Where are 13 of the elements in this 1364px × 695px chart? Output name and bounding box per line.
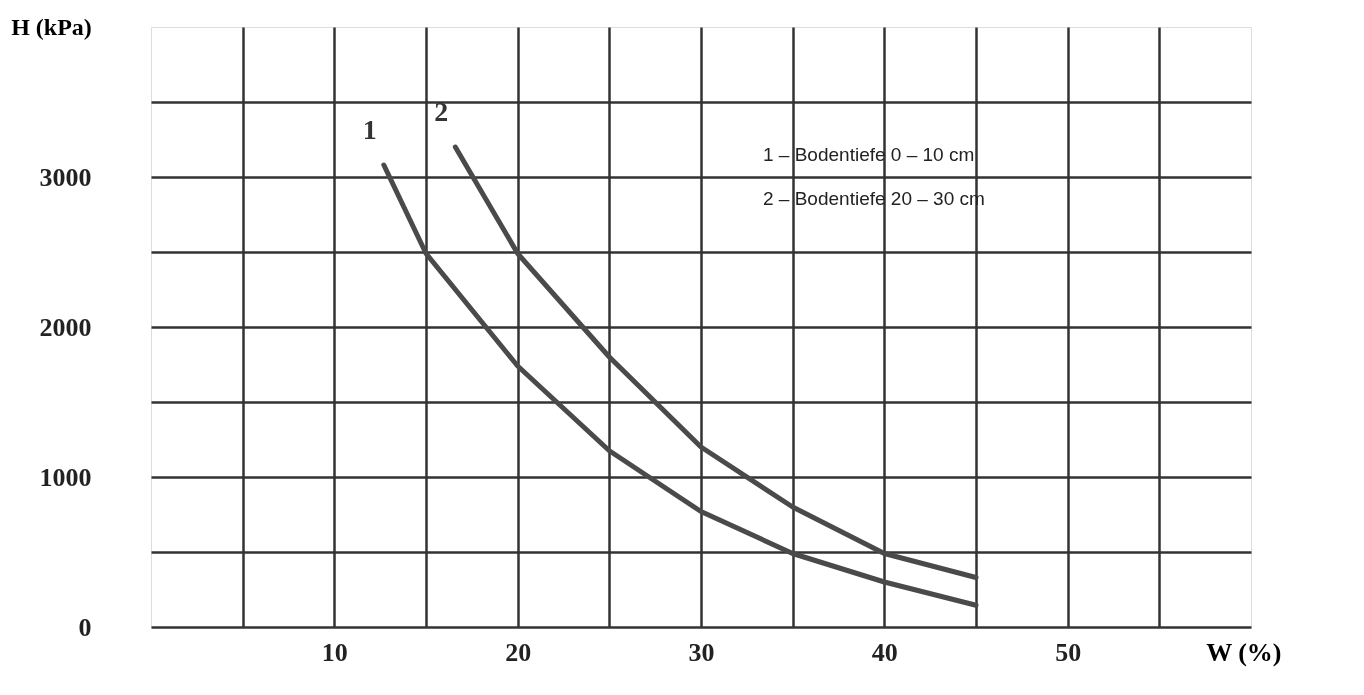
x-tick-label: 40 [871,637,898,667]
x-tick-label: 20 [505,637,532,667]
x-tick-label: 50 [1055,637,1082,667]
y-tick-label: 3000 [39,162,92,192]
x-axis-title: W (%) [1206,637,1282,667]
y-tick-label: 1000 [39,462,92,492]
y-tick-label: 0 [78,612,92,642]
y-axis-title: H (kPa) [11,13,92,40]
series-label: 1 [362,114,377,145]
y-tick-label: 2000 [39,312,92,342]
series-label: 2 [434,96,449,127]
x-tick-label: 10 [321,637,348,667]
x-tick-label: 30 [688,637,715,667]
